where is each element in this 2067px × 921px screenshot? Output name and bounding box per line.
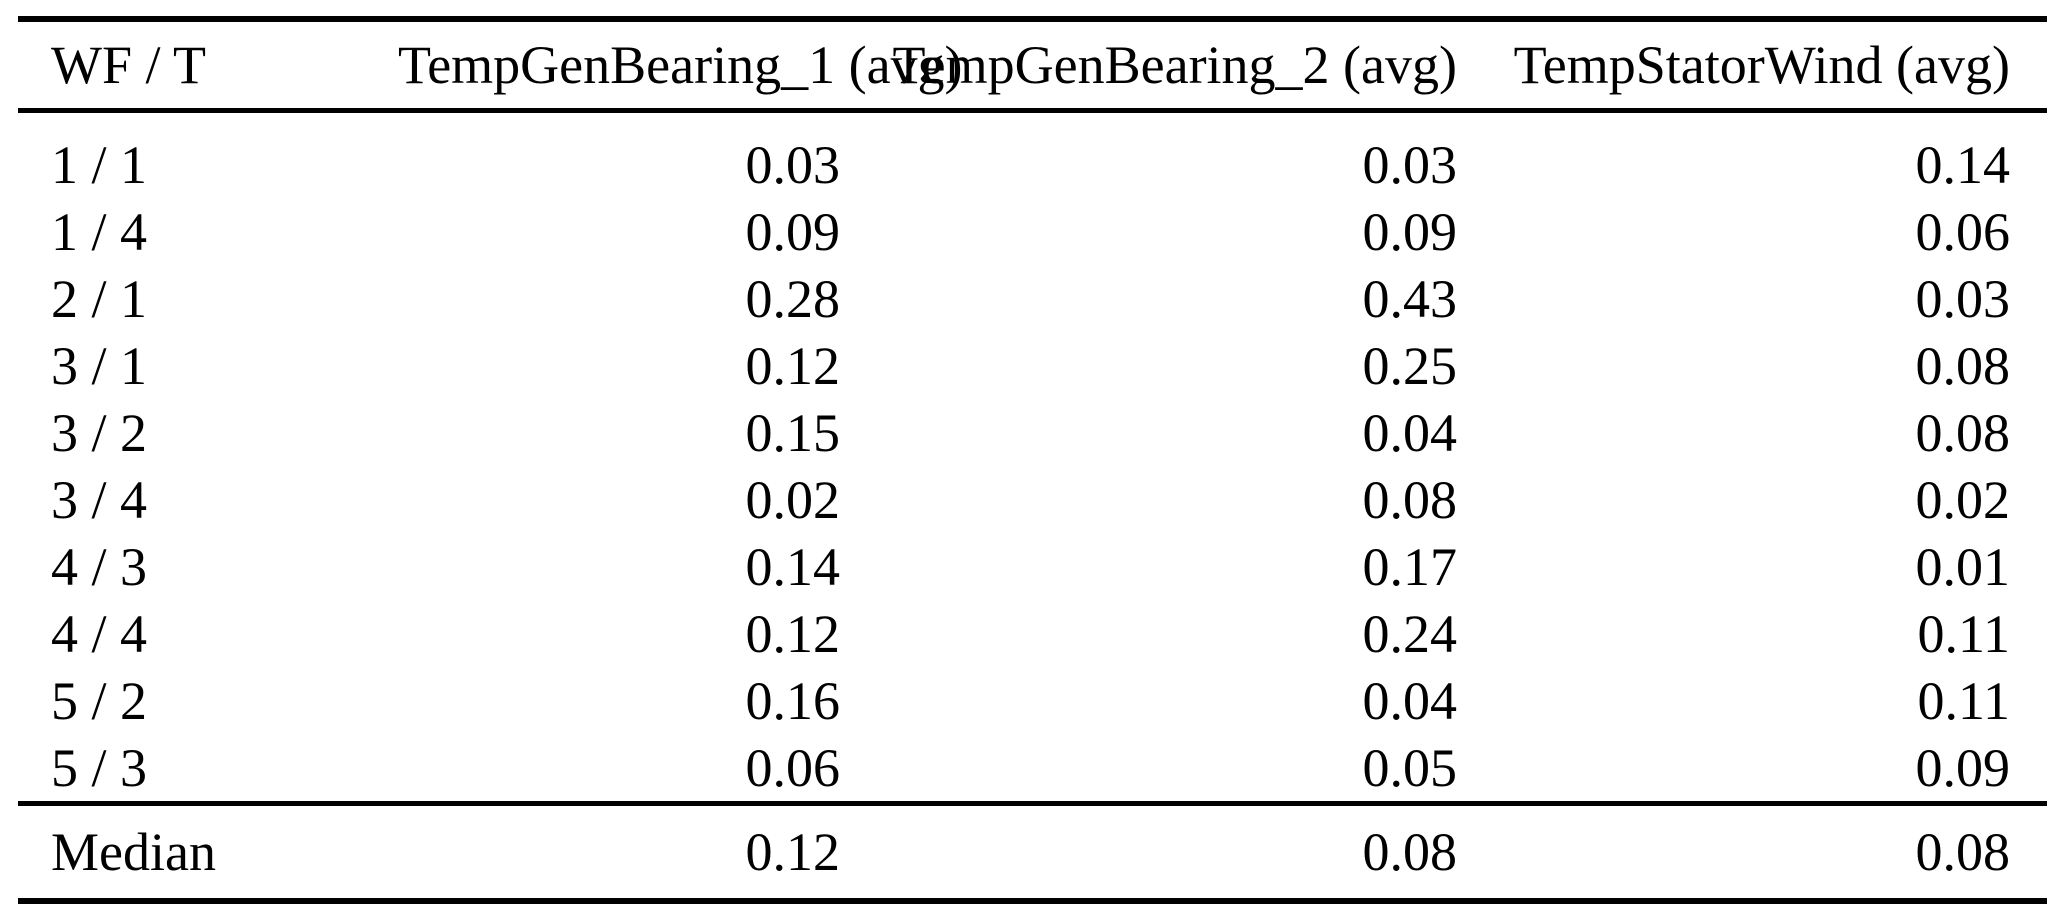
value-cell: 0.01 (1915, 536, 2011, 597)
value-cell: 0.03 (1915, 268, 2011, 329)
median-row: Median 0.12 0.08 0.08 (18, 801, 2047, 901)
table-row: 3 / 1 0.12 0.25 0.08 (18, 332, 2047, 399)
median-value-cell: 0.08 (840, 801, 1457, 901)
value-cell: 0.24 (1362, 603, 1458, 664)
table-header: WF / T TempGenBearing_1 (avg) TempGenBeari… (18, 19, 2047, 113)
table-footer: Median 0.12 0.08 0.08 (18, 801, 2047, 901)
table-row: 4 / 3 0.14 0.17 0.01 (18, 533, 2047, 600)
table-row: 5 / 2 0.16 0.04 0.11 (18, 667, 2047, 734)
column-header-2: TempGenBearing_2 (avg) (840, 19, 1457, 113)
table-row: 4 / 4 0.12 0.24 0.11 (18, 600, 2047, 667)
value-cell: 0.11 (1917, 670, 2011, 731)
row-label: 4 / 3 (51, 536, 148, 597)
value-cell: 0.06 (1915, 201, 2011, 262)
value-cell: 0.08 (1362, 469, 1458, 530)
value-cell: 0.02 (1915, 469, 2011, 530)
median-label: Median (18, 801, 398, 901)
metrics-table: WF / T TempGenBearing_1 (avg) TempGenBeari… (18, 16, 2047, 904)
value-cell: 0.16 (745, 670, 841, 731)
value-cell: 0.14 (1915, 134, 2011, 195)
row-label: 3 / 1 (51, 335, 148, 396)
value-cell: 0.28 (745, 268, 841, 329)
column-header-0: WF / T (18, 19, 398, 113)
table-row: 5 / 3 0.06 0.05 0.09 (18, 734, 2047, 804)
value-cell: 0.03 (745, 134, 841, 195)
row-label: 1 / 4 (51, 201, 148, 262)
value-cell: 0.08 (1915, 335, 2011, 396)
value-cell: 0.03 (1362, 134, 1458, 195)
value-cell: 0.43 (1362, 268, 1458, 329)
table-body: 1 / 1 0.03 0.03 0.14 1 / 4 0.09 0.09 0.06 2 / 1 0… (18, 111, 2047, 804)
table-row: 1 / 4 0.09 0.09 0.06 (18, 198, 2047, 265)
row-label: 5 / 2 (51, 670, 148, 731)
value-cell: 0.12 (745, 603, 841, 664)
column-header-1: TempGenBearing_1 (avg) (398, 19, 963, 113)
value-cell: 0.08 (1915, 402, 2011, 463)
value-cell: 0.12 (745, 335, 841, 396)
median-value-cell: 0.08 (1457, 801, 2047, 901)
value-cell: 0.14 (745, 536, 841, 597)
value-cell: 0.05 (1362, 737, 1458, 798)
value-cell: 0.04 (1362, 402, 1458, 463)
table-row: 3 / 2 0.15 0.04 0.08 (18, 399, 2047, 466)
table-header-row: WF / T TempGenBearing_1 (avg) TempGenBeari… (18, 19, 2047, 113)
value-cell: 0.17 (1362, 536, 1458, 597)
value-cell: 0.25 (1362, 335, 1458, 396)
row-label: 1 / 1 (51, 134, 148, 195)
value-cell: 0.11 (1917, 603, 2011, 664)
row-label: 5 / 3 (51, 737, 148, 798)
row-label: 4 / 4 (51, 603, 148, 664)
value-cell: 0.09 (745, 201, 841, 262)
table-row: 2 / 1 0.28 0.43 0.03 (18, 265, 2047, 332)
table-row: 3 / 4 0.02 0.08 0.02 (18, 466, 2047, 533)
value-cell: 0.15 (745, 402, 841, 463)
row-label: 3 / 2 (51, 402, 148, 463)
value-cell: 0.02 (745, 469, 841, 530)
row-label: 2 / 1 (51, 268, 148, 329)
table-row: 1 / 1 0.03 0.03 0.14 (18, 111, 2047, 199)
value-cell: 0.04 (1362, 670, 1458, 731)
column-header-3: TempStatorWind (avg) (1457, 19, 2047, 113)
value-cell: 0.09 (1362, 201, 1458, 262)
value-cell: 0.06 (745, 737, 841, 798)
median-value-cell: 0.12 (398, 801, 840, 901)
value-cell: 0.09 (1915, 737, 2011, 798)
row-label: 3 / 4 (51, 469, 148, 530)
